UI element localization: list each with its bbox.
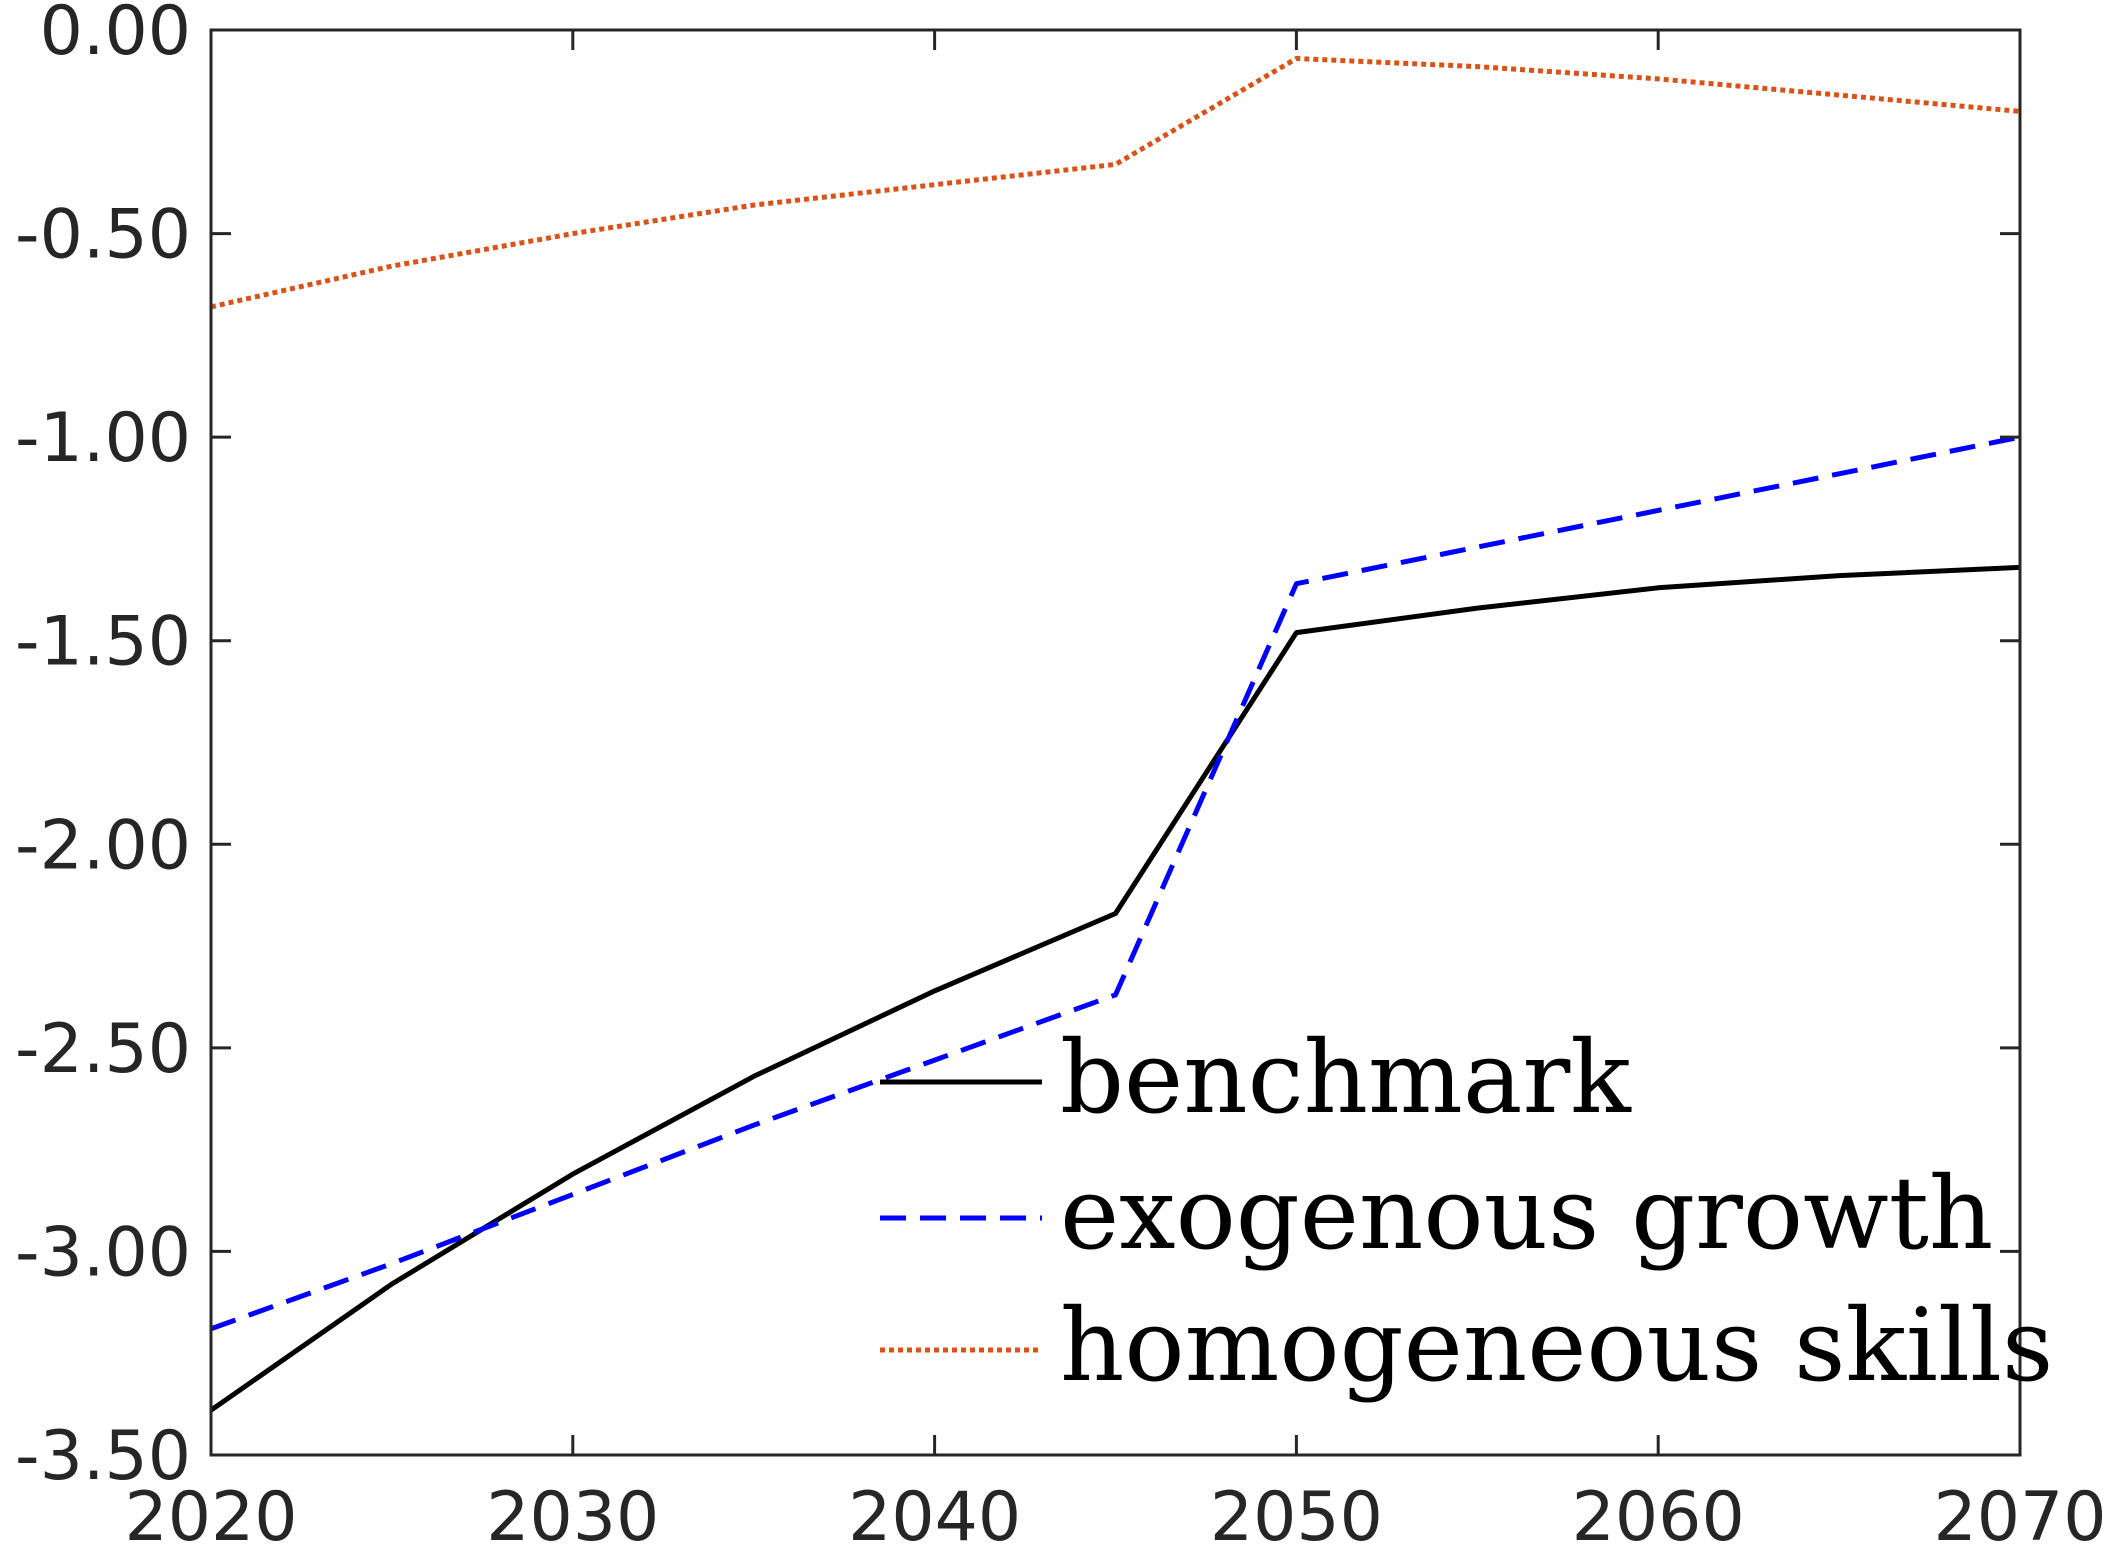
legend-label-benchmark: benchmark	[1060, 1019, 1632, 1136]
y-tick-label: -1.50	[15, 603, 191, 682]
y-tick-label: -2.00	[15, 806, 191, 885]
x-tick-label: 2020	[124, 1478, 297, 1554]
x-tick-label: 2030	[486, 1478, 659, 1554]
legend: benchmark exogenous growth homogeneous ski…	[880, 1019, 2053, 1404]
axes-layer: 2020 2030 2040 2050 2060 2070 0.00 -0.50 -1.00 -1…	[15, 0, 2106, 1554]
y-tick-label: -3.50	[15, 1417, 191, 1496]
y-tick-label: -0.50	[15, 196, 191, 275]
series-layer	[211, 56, 2020, 1413]
x-tick-label: 2050	[1210, 1478, 1383, 1554]
y-tick-label: -1.00	[15, 399, 191, 478]
legend-label-exogenous-growth: exogenous growth	[1060, 1155, 1993, 1272]
x-tick-label: 2060	[1572, 1478, 1745, 1554]
y-tick-label: 0.00	[40, 0, 191, 71]
y-tick-label: -3.00	[15, 1213, 191, 1292]
x-tick-label: 2070	[1933, 1478, 2106, 1554]
series-line-benchmark	[211, 564, 2020, 1413]
x-tick-label: 2040	[848, 1478, 1021, 1554]
axes-box	[209, 28, 2022, 1457]
series-line-exogenous-growth	[211, 434, 2020, 1332]
legend-label-homogeneous-skills: homogeneous skills	[1060, 1287, 2053, 1404]
series-line-homogeneous-skills	[211, 56, 2020, 310]
y-tick-label: -2.50	[15, 1010, 191, 1089]
